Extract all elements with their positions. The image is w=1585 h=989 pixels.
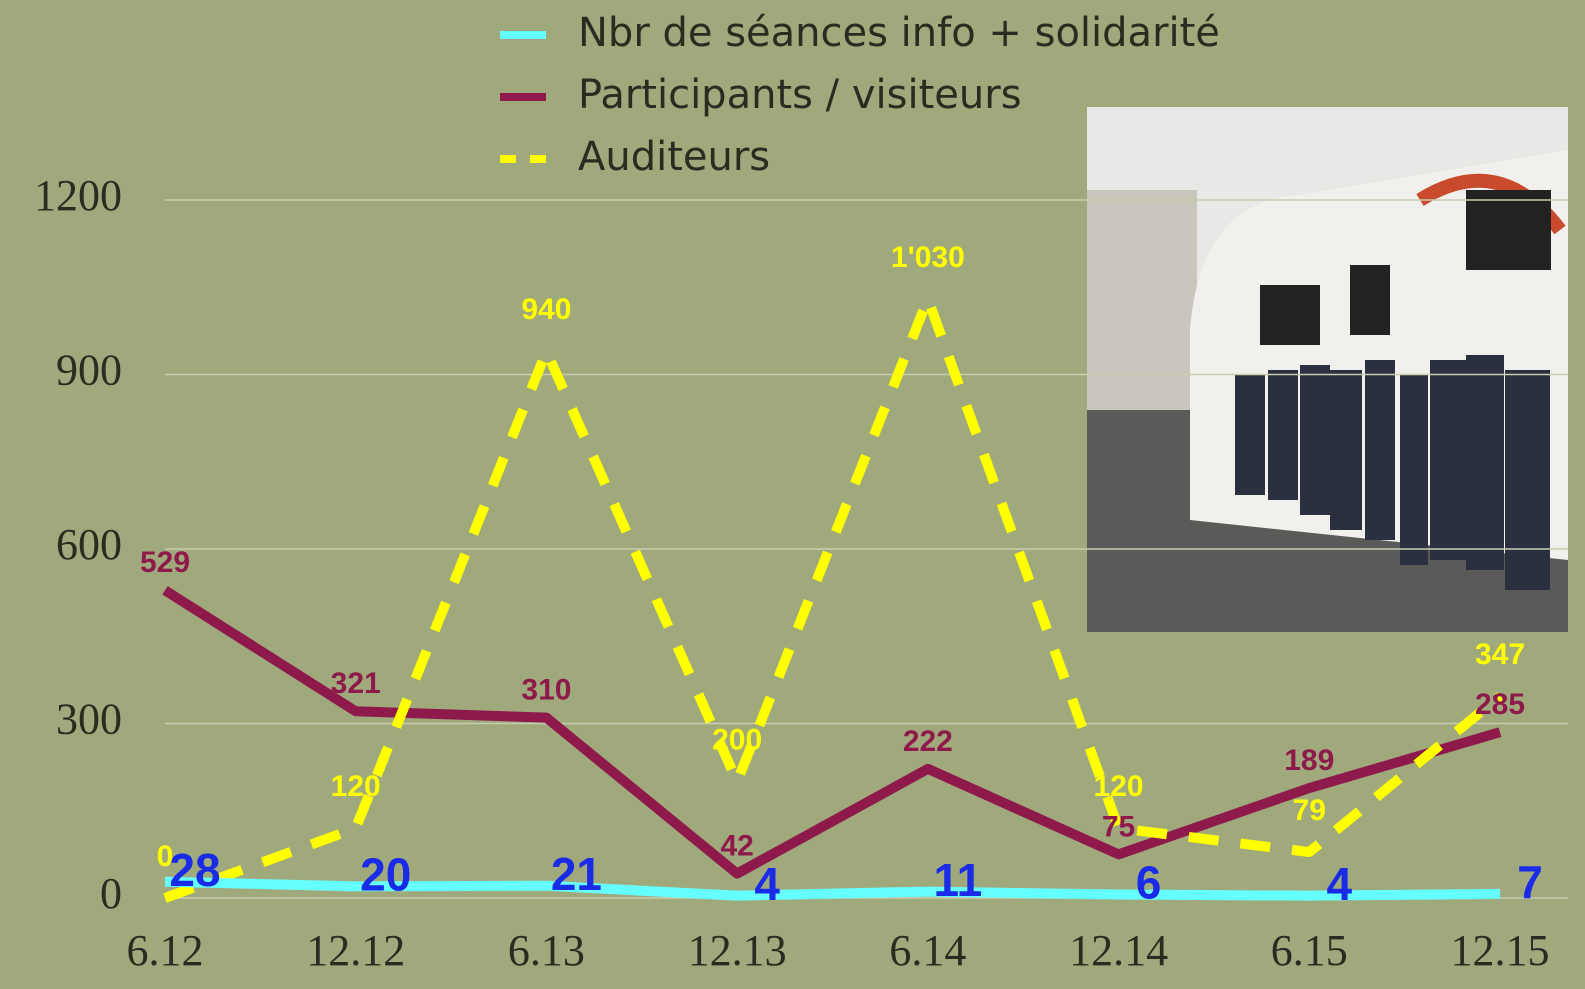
x-tick-label: 6.14: [889, 926, 966, 975]
data-label: 321: [331, 667, 381, 700]
data-label: 1'030: [891, 241, 965, 274]
data-label: 11: [934, 854, 983, 906]
data-label: 222: [903, 725, 953, 758]
data-label: 79: [1293, 794, 1326, 827]
data-label: 4: [1326, 858, 1352, 910]
x-tick-label: 12.14: [1069, 926, 1168, 975]
data-label: 21: [551, 848, 602, 900]
data-label: 529: [140, 546, 190, 579]
y-tick-label: 0: [100, 869, 122, 918]
x-tick-label: 12.13: [688, 926, 787, 975]
data-label: 940: [521, 293, 571, 326]
data-label: 75: [1102, 810, 1135, 843]
x-tick-label: 6.12: [127, 926, 204, 975]
data-label: 347: [1475, 638, 1525, 671]
y-tick-label: 300: [56, 695, 122, 744]
data-label: 0: [157, 840, 174, 873]
x-tick-label: 6.13: [508, 926, 585, 975]
data-label: 120: [331, 770, 381, 803]
series-line: [163, 293, 1504, 903]
x-tick-label: 12.12: [306, 926, 405, 975]
data-label: 4: [754, 858, 780, 910]
data-label: 28: [169, 844, 220, 896]
legend-label: Auditeurs: [578, 134, 770, 180]
y-tick-label: 600: [56, 520, 122, 569]
data-label: 189: [1284, 744, 1334, 777]
x-tick-label: 6.15: [1271, 926, 1348, 975]
data-label: 42: [720, 829, 753, 862]
data-label: 310: [521, 674, 571, 707]
series-line: [164, 876, 1501, 901]
data-label: 20: [360, 849, 411, 901]
data-label: 7: [1517, 856, 1543, 908]
y-tick-label: 900: [56, 346, 122, 395]
legend-label: Nbr de séances info + solidarité: [578, 10, 1220, 56]
legend-label: Participants / visiteurs: [578, 72, 1022, 118]
y-tick-label: 1200: [34, 171, 122, 220]
x-tick-label: 12.15: [1451, 926, 1550, 975]
data-label: 6: [1136, 857, 1162, 909]
data-label: 200: [712, 724, 762, 757]
data-label: 285: [1475, 688, 1525, 721]
series-line: [162, 586, 1502, 879]
data-label: 120: [1094, 770, 1144, 803]
photo: [1087, 107, 1568, 632]
